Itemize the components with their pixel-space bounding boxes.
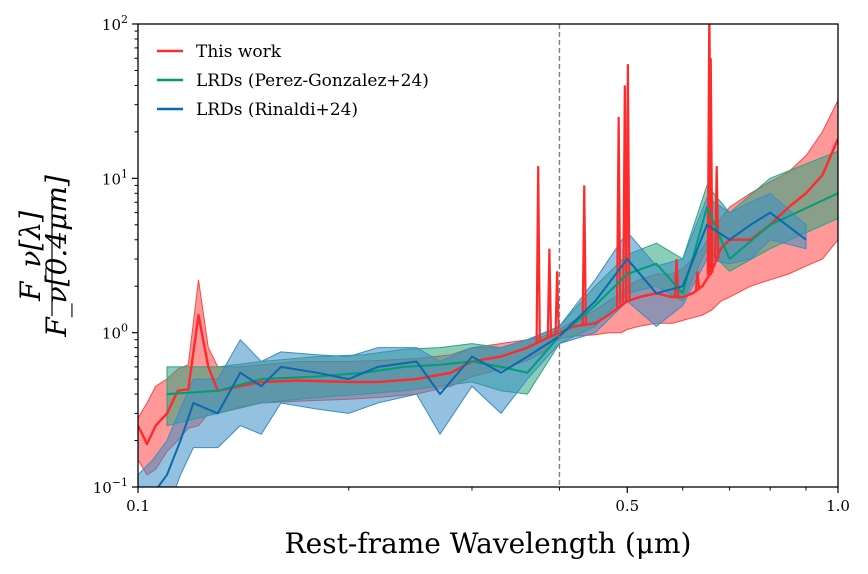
x-tick-label: 0.1 (126, 497, 150, 515)
legend: This work LRDs (Perez-Gonzalez+24) LRDs (R… (157, 42, 429, 120)
y-axis-label-denominator: F_ν[0.4μm] (40, 175, 73, 338)
legend-label-this-work: This work (196, 42, 282, 62)
x-tick-label: 1.0 (826, 497, 850, 515)
emission-line (694, 271, 701, 290)
axis-ticks: 0.1 0.5 1.0 10−1 100 101 102 (93, 13, 850, 515)
y-tick-label: 10−1 (93, 476, 128, 497)
x-axis-label: Rest-frame Wavelength (μm) (285, 527, 692, 560)
emission-line (615, 116, 622, 308)
emission-line (581, 185, 587, 325)
emission-line (554, 271, 560, 334)
line-lrds-perez-gonzalez-24 (166, 192, 838, 396)
y-tick-label: 100 (102, 322, 128, 343)
emission-line (625, 64, 631, 302)
y-axis-label-numerator: F_ν[λ] (14, 211, 47, 302)
line-lrds-rinaldi-24 (156, 211, 807, 487)
emission-line (708, 58, 714, 273)
plot-frame (137, 23, 839, 488)
emission-line (546, 248, 553, 338)
y-tick-label: 101 (102, 167, 128, 188)
legend-label-lrds-rinaldi-24: LRDs (Rinaldi+24) (196, 100, 358, 120)
legend-label-lrds-perez-gonzalez-24: LRDs (Perez-Gonzalez+24) (196, 71, 429, 91)
y-tick-label: 102 (102, 13, 128, 34)
x-tick-label: 0.5 (615, 497, 639, 515)
uncertainty-bands (138, 100, 838, 487)
emission-line (535, 166, 541, 343)
y-axis-label: F_ν[λ] F_ν[0.4μm] (14, 175, 73, 338)
band-lrds-rinaldi-24 (138, 192, 807, 487)
